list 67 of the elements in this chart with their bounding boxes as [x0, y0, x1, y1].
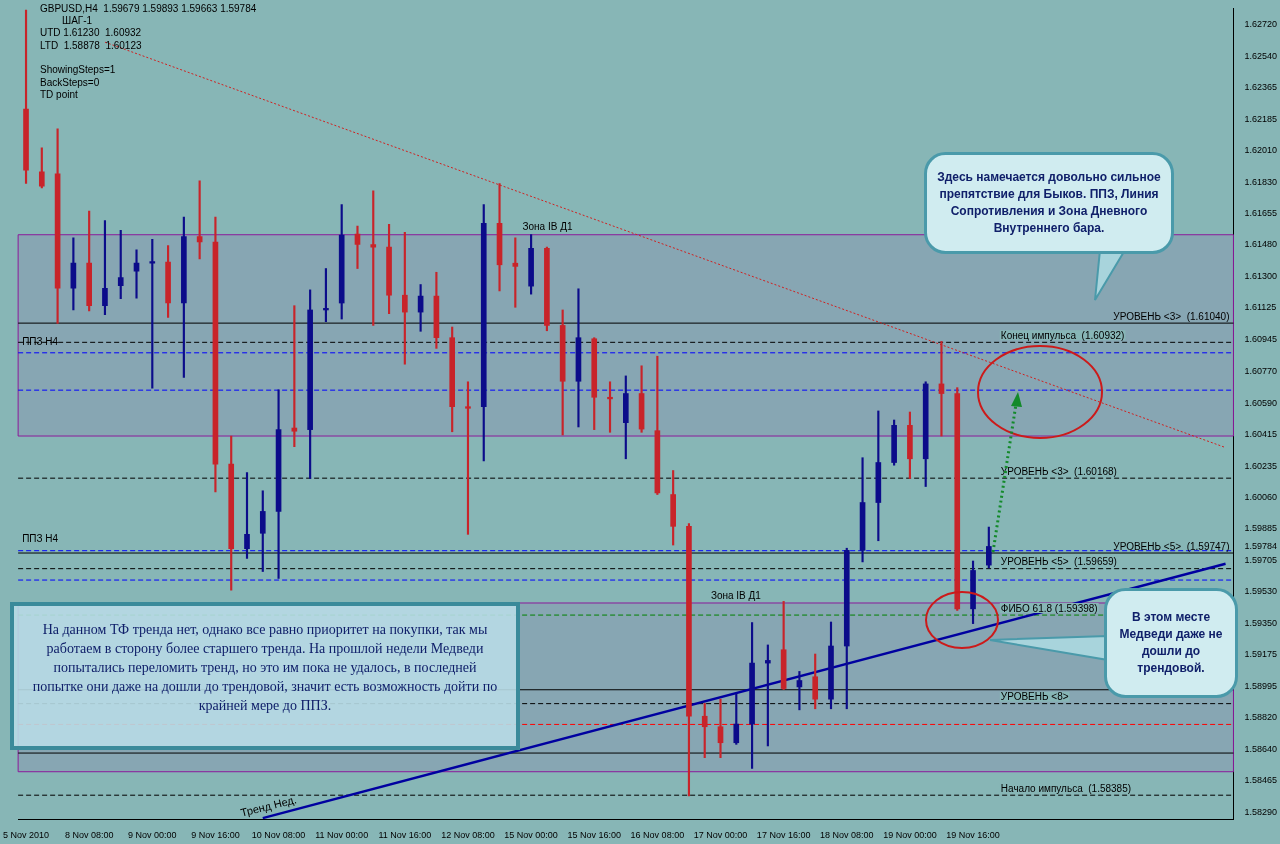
x-tick-label: 8 Nov 08:00	[64, 830, 114, 841]
y-tick-label: 1.62365	[1244, 82, 1278, 93]
y-tick-label: 1.59885	[1244, 522, 1278, 533]
annotation: Тренд Нед.	[239, 793, 298, 819]
y-tick-label: 1.62720	[1244, 18, 1278, 29]
y-tick-label: 1.58995	[1244, 681, 1278, 692]
y-tick-label: 1.60235	[1244, 460, 1278, 471]
x-tick-label: 9 Nov 16:00	[191, 830, 240, 841]
x-tick-label: 18 Nov 08:00	[820, 830, 874, 841]
x-tick-label: 17 Nov 00:00	[693, 830, 748, 841]
annotation: BackSteps=0	[40, 77, 100, 88]
candlestick	[465, 381, 471, 535]
x-tick-label: 11 Nov 00:00	[315, 830, 369, 841]
x-tick-label: 10 Nov 08:00	[251, 830, 306, 841]
y-tick-label: 1.58820	[1244, 712, 1278, 723]
y-tick-label: 1.59175	[1244, 649, 1278, 660]
ref-line-label: УРОВЕНЬ <5> (1.59747)	[1113, 540, 1230, 552]
y-tick-label: 1.59350	[1244, 618, 1278, 629]
y-tick-label: 1.60415	[1244, 428, 1278, 439]
x-tick-label: 16 Nov 08:00	[630, 830, 685, 841]
ref-line-label: УРОВЕНЬ <3> (1.60168)	[1000, 465, 1117, 477]
ref-line-label: УРОВЕНЬ <5> (1.59659)	[1000, 556, 1117, 568]
chart-title: GBPUSD,H4 1.59679 1.59893 1.59663 1.59784	[40, 3, 257, 14]
y-tick-label: 1.58640	[1244, 744, 1278, 755]
x-tick-label: 15 Nov 00:00	[504, 830, 558, 841]
ref-line-label: Начало импульса (1.58385)	[1000, 782, 1132, 794]
annotation: ШАГ-1	[62, 15, 93, 26]
ref-line-label: ППЗ Н4	[22, 335, 59, 347]
annotation: ShowingSteps=1	[40, 64, 116, 75]
y-tick-label: 1.62185	[1244, 114, 1278, 125]
annotation: UTD 1.61230 1.60932	[40, 27, 142, 38]
y-tick-label: 1.61830	[1244, 177, 1278, 188]
band-label: Зона IB Д1	[710, 589, 762, 601]
ref-line-label: УРОВЕНЬ <8>	[1000, 691, 1069, 703]
x-tick-label: 12 Nov 08:00	[441, 830, 495, 841]
ref-line-label: ППЗ Н4	[22, 533, 59, 545]
x-tick-label: 5 Nov 2010	[3, 830, 50, 841]
x-tick-label: 9 Nov 00:00	[128, 830, 177, 841]
x-tick-label: 17 Nov 16:00	[756, 830, 811, 841]
ref-line-label: ФИБО 61.8 (1.59398)	[1000, 602, 1098, 614]
y-tick-label: 1.59530	[1244, 586, 1278, 597]
y-tick-label: 1.61655	[1244, 208, 1278, 219]
y-tick-label: 1.58290	[1244, 806, 1278, 817]
x-tick-label: 19 Nov 00:00	[883, 830, 937, 841]
y-tick-label: 1.61125	[1244, 302, 1277, 313]
band-label: Зона IB Д1	[522, 221, 573, 233]
annotation: LTD 1.58878 1.60123	[40, 40, 142, 51]
y-tick-label: 1.60945	[1244, 334, 1278, 345]
y-tick-label: 1.58465	[1244, 775, 1278, 786]
y-tick-label: 1.59705	[1244, 554, 1278, 565]
x-tick-label: 11 Nov 16:00	[378, 830, 432, 841]
y-tick-label: 1.61300	[1244, 271, 1278, 282]
y-tick-label: 1.60770	[1244, 365, 1278, 376]
x-tick-label: 19 Nov 16:00	[946, 830, 1000, 841]
annotation: Здесь намечается довольно сильное препятствие для Быков. ППЗ, Линия Сопротивления и Зона Дневного Внутреннего бара.	[924, 152, 1174, 254]
x-tick-label: 15 Nov 16:00	[567, 830, 622, 841]
y-tick-label: 1.62540	[1244, 50, 1278, 61]
y-tick-label: 1.60590	[1244, 397, 1278, 408]
ref-line-label: Конец импульса (1.60932)	[1000, 330, 1125, 342]
y-tick-label: 1.59784	[1244, 540, 1278, 551]
annotation: TD point	[40, 89, 78, 100]
y-tick-label: 1.60060	[1244, 491, 1278, 502]
candlestick	[149, 239, 156, 389]
ref-line-label: УРОВЕНЬ <3> (1.61040)	[1113, 310, 1230, 322]
y-tick-label: 1.61480	[1244, 239, 1278, 250]
y-tick-label: 1.62010	[1244, 145, 1278, 156]
annotation: В этом месте Медведи даже не дошли до трендовой.	[1104, 588, 1238, 698]
